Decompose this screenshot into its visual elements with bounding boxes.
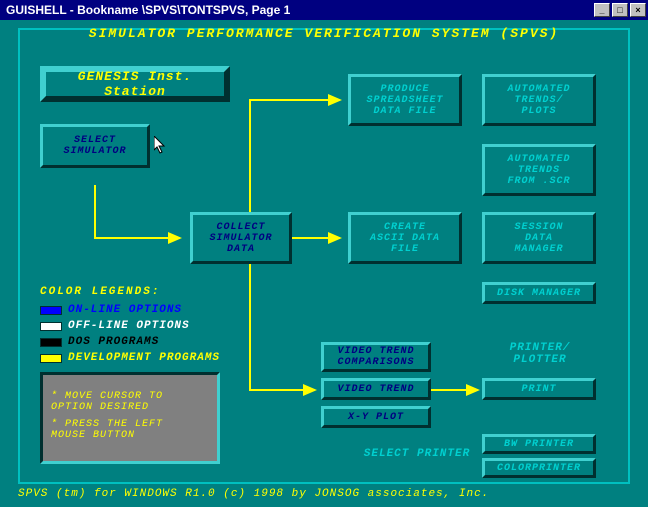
genesis-banner: GENESIS Inst. Station <box>40 66 230 102</box>
close-button[interactable]: × <box>630 3 646 17</box>
video-trend-comparisons-button[interactable]: VIDEO TRENDCOMPARISONS <box>321 342 431 372</box>
xy-plot-button[interactable]: X-Y PLOT <box>321 406 431 428</box>
workspace: SIMULATOR PERFORMANCE VERIFICATION SYSTE… <box>0 20 648 507</box>
print-button[interactable]: PRINT <box>482 378 596 400</box>
color-printer-button[interactable]: COLORPRINTER <box>482 458 596 478</box>
bw-printer-button[interactable]: BW PRINTER <box>482 434 596 454</box>
instruction-2: * PRESS THE LEFT MOUSE BUTTON <box>51 419 209 441</box>
video-trend-button[interactable]: VIDEO TREND <box>321 378 431 400</box>
instruction-1: * MOVE CURSOR TO OPTION DESIRED <box>51 391 209 413</box>
session-manager-button[interactable]: SESSIONDATAMANAGER <box>482 212 596 264</box>
produce-spreadsheet-button[interactable]: PRODUCESPREADSHEETDATA FILE <box>348 74 462 126</box>
select-printer-label: SELECT PRINTER <box>352 448 482 460</box>
footer-text: SPVS (tm) for WINDOWS R1.0 (c) 1998 by J… <box>18 488 489 507</box>
printer-plotter-label: PRINTER/PLOTTER <box>490 342 590 366</box>
auto-trends-scr-button[interactable]: AUTOMATEDTRENDSFROM .SCR <box>482 144 596 196</box>
titlebar: GUISHELL - Bookname \SPVS\TONTSPVS, Page… <box>0 0 648 20</box>
disk-manager-button[interactable]: DISK MANAGER <box>482 282 596 304</box>
mouse-cursor-icon <box>154 136 166 154</box>
legend-dos: DOS PROGRAMS <box>40 336 159 348</box>
instructions-box: * MOVE CURSOR TO OPTION DESIRED * PRESS … <box>40 372 220 464</box>
auto-trends-plots-button[interactable]: AUTOMATEDTRENDS/PLOTS <box>482 74 596 126</box>
collect-data-button[interactable]: COLLECTSIMULATORDATA <box>190 212 292 264</box>
select-simulator-button[interactable]: SELECTSIMULATOR <box>40 124 150 168</box>
legend-dev: DEVELOPMENT PROGRAMS <box>40 352 220 364</box>
minimize-button[interactable]: _ <box>594 3 610 17</box>
window-title: GUISHELL - Bookname \SPVS\TONTSPVS, Page… <box>2 3 592 17</box>
create-ascii-button[interactable]: CREATEASCII DATAFILE <box>348 212 462 264</box>
legend-offline: OFF-LINE OPTIONS <box>40 320 190 332</box>
legend-online: ON-LINE OPTIONS <box>40 304 182 316</box>
maximize-button[interactable]: □ <box>612 3 628 17</box>
legend-title: COLOR LEGENDS: <box>40 286 160 298</box>
